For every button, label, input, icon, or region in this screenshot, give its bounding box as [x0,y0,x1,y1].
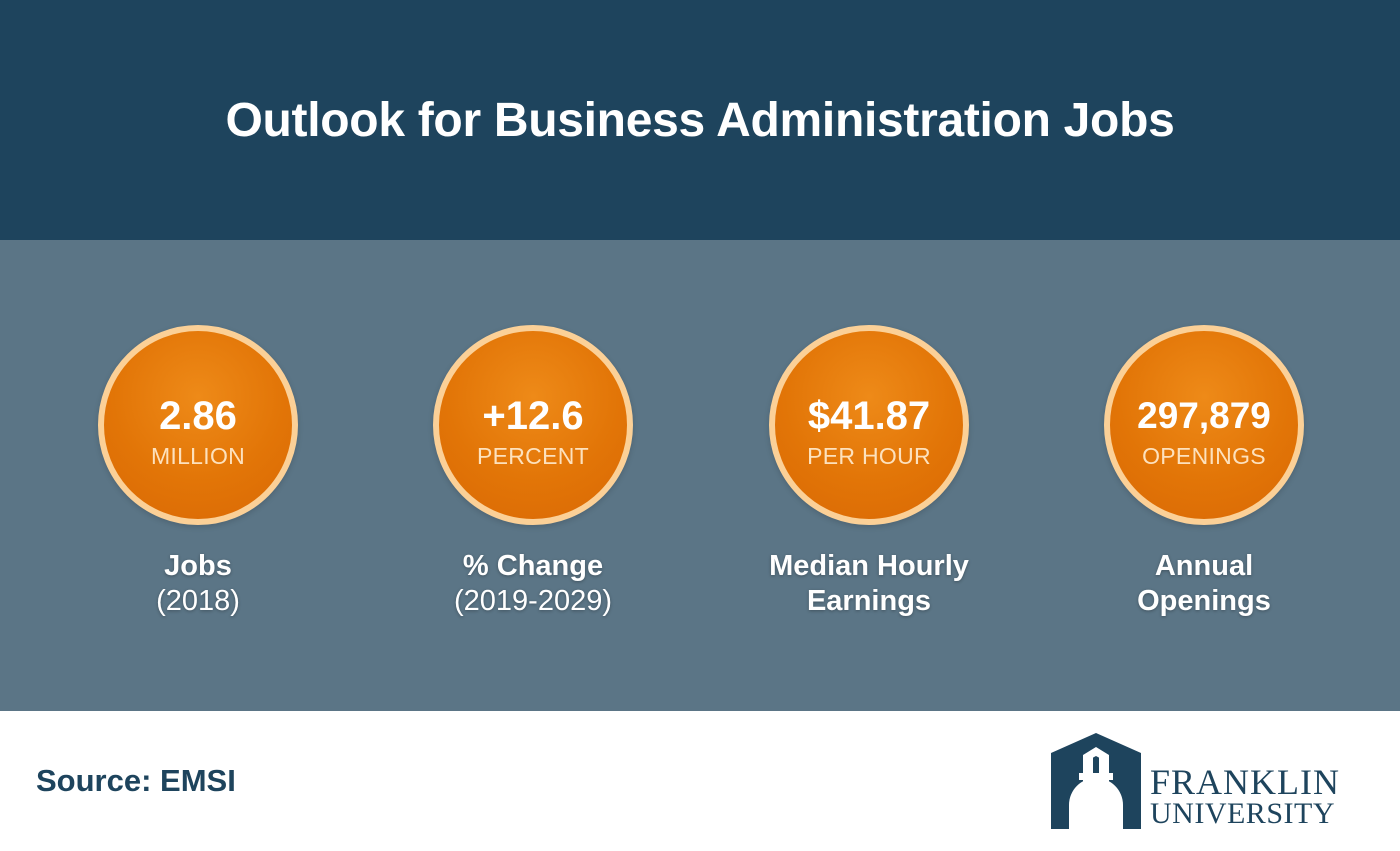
stat-sublabel: Openings [1137,585,1271,617]
logo-wordmark-line2: UNIVERSITY [1150,797,1335,830]
stat-annual-openings: 297,879 OPENINGS Annual Openings [1044,325,1364,625]
stat-label: Annual [1154,550,1254,582]
stat-median-hourly-earnings: $41.87 PER HOUR Median Hourly Earnings [709,325,1029,625]
stat-sublabel: (2019-2029) [454,585,612,617]
source-note: Source: EMSI [36,763,236,798]
stat-sublabel: Earnings [806,585,932,617]
stat-circle: 2.86 MILLION [98,325,298,525]
logo-wordmark-line1: FRANKLIN [1150,762,1341,802]
franklin-arch-icon [1051,733,1141,834]
page-title: Outlook for Business Administration Jobs [225,94,1175,147]
stat-label: % Change [462,550,604,582]
stat-label: Jobs [164,550,232,582]
stat-percent-change: +12.6 PERCENT % Change (2019-2029) [373,325,693,625]
stat-unit: OPENINGS [1142,443,1266,469]
stat-unit: PERCENT [476,443,589,469]
stat-label: Median Hourly [769,550,969,582]
header-banner: Outlook for Business Administration Jobs [0,0,1400,240]
stat-circle: $41.87 PER HOUR [769,325,969,525]
stat-unit: MILLION [150,443,246,469]
stat-value: +12.6 [482,394,584,438]
stat-sublabel: (2018) [156,585,240,617]
stat-value: 297,879 [1137,395,1271,436]
stat-value: 2.86 [159,394,237,438]
stat-value: $41.87 [807,394,931,438]
stat-unit: PER HOUR [807,443,931,469]
stat-circle: +12.6 PERCENT [433,325,633,525]
stat-jobs: 2.86 MILLION Jobs (2018) [38,325,358,625]
stat-circle: 297,879 OPENINGS [1104,325,1304,525]
